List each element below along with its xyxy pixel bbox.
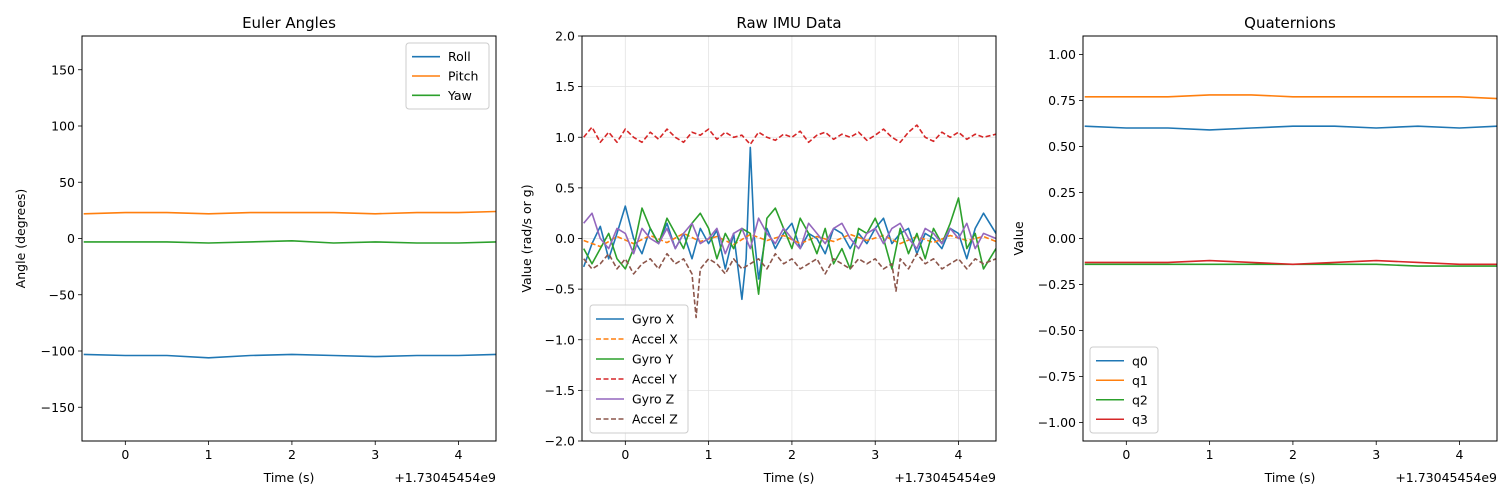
x-tick-label: 0: [1122, 447, 1130, 462]
legend-label: Yaw: [447, 88, 472, 103]
y-tick-label: −0.25: [1038, 277, 1076, 292]
y-axis-label: Value (rad/s or g): [519, 184, 534, 292]
y-tick-label: 0.00: [1048, 231, 1076, 246]
x-axis-label: Time (s): [263, 470, 315, 485]
legend-frame: [405, 42, 490, 110]
series-line-yaw: [83, 240, 496, 244]
x-axis-label: Time (s): [1264, 470, 1316, 485]
legend-label: Accel Z: [632, 412, 678, 427]
y-tick-label: 0.50: [1048, 139, 1076, 154]
legend-frame: [1089, 346, 1159, 434]
y-tick-label: −2.0: [545, 434, 575, 449]
legend-label: Accel Y: [632, 372, 677, 387]
legend-label: Gyro Z: [632, 392, 674, 407]
x-offset-label: +1.73045454e9: [894, 470, 996, 485]
legend: Gyro X Accel X Gyro Y Accel Y Gyro Z Accel Z: [589, 304, 689, 434]
y-tick-label: 150: [51, 62, 75, 77]
y-axis-label: Value: [1011, 221, 1026, 256]
series-line-accel-z: [583, 252, 996, 319]
x-tick-label: 3: [371, 447, 379, 462]
series-line-pitch: [83, 210, 496, 215]
legend-label: Accel X: [632, 332, 678, 347]
x-tick-label: 2: [288, 447, 296, 462]
y-tick-label: 0.25: [1048, 185, 1076, 200]
legend-label: Roll: [448, 49, 471, 64]
y-tick-label: 0.5: [555, 180, 575, 195]
series-group: [582, 124, 996, 319]
y-tick-label: −1.5: [545, 383, 575, 398]
x-tick-label: 4: [955, 447, 963, 462]
x-tick-label: 0: [121, 447, 129, 462]
panel-raw-imu-data: Raw IMU Data Time (s) Value (rad/s or g)…: [519, 14, 997, 485]
series-line-roll: [83, 353, 496, 359]
series-group: [83, 210, 496, 359]
legend-label: Pitch: [448, 69, 478, 84]
series-group: [1084, 94, 1497, 267]
chart-title: Quaternions: [1244, 14, 1336, 32]
y-tick-label: 0.75: [1048, 93, 1076, 108]
y-tick-label: 50: [59, 175, 75, 190]
x-tick-label: 3: [871, 447, 879, 462]
legend: q0 q1 q2 q3: [1089, 346, 1159, 434]
x-tick-label: 3: [1372, 447, 1380, 462]
chart-title: Euler Angles: [242, 14, 336, 32]
series-line-gyro-x: [582, 146, 996, 301]
series-line-accel-y: [583, 124, 996, 146]
y-tick-label: −150: [41, 400, 75, 415]
y-tick-label: 2.0: [555, 29, 575, 44]
panel-quaternions: Quaternions Time (s) Value +1.73045454e9…: [1011, 14, 1498, 485]
series-line-gyro-z: [583, 212, 996, 255]
y-tick-label: 0.0: [555, 231, 575, 246]
x-tick-label: 1: [205, 447, 213, 462]
legend-frame: [589, 304, 689, 434]
legend-label: q0: [1132, 353, 1148, 368]
series-line-q0: [1084, 125, 1497, 131]
x-tick-label: 1: [1206, 447, 1214, 462]
y-tick-label: 0: [67, 231, 75, 246]
y-tick-label: 100: [51, 119, 75, 134]
x-tick-label: 0: [621, 447, 629, 462]
legend-label: q1: [1132, 373, 1148, 388]
y-tick-label: −0.50: [1038, 323, 1076, 338]
y-tick-label: −0.5: [545, 282, 575, 297]
y-tick-label: −1.0: [545, 332, 575, 347]
y-tick-label: 1.0: [555, 130, 575, 145]
y-tick-label: −0.75: [1038, 369, 1076, 384]
series-line-q1: [1084, 94, 1497, 100]
legend: Roll Pitch Yaw: [405, 42, 490, 110]
x-offset-label: +1.73045454e9: [1395, 470, 1497, 485]
y-tick-label: −100: [41, 344, 75, 359]
series-line-gyro-y: [582, 197, 996, 296]
legend-label: q2: [1132, 392, 1148, 407]
y-tick-label: −1.00: [1038, 415, 1076, 430]
legend-label: q3: [1132, 412, 1148, 427]
y-tick-label: 1.00: [1048, 47, 1076, 62]
legend-label: Gyro X: [632, 312, 675, 327]
x-tick-label: 4: [455, 447, 463, 462]
panel-euler-angles: Euler Angles Time (s) Angle (degrees) +1…: [13, 14, 497, 485]
x-tick-label: 2: [788, 447, 796, 462]
legend-label: Gyro Y: [632, 352, 674, 367]
x-tick-label: 4: [1456, 447, 1464, 462]
chart-title: Raw IMU Data: [736, 14, 841, 32]
x-offset-label: +1.73045454e9: [394, 470, 496, 485]
x-tick-label: 1: [705, 447, 713, 462]
y-tick-label: 1.5: [555, 79, 575, 94]
y-tick-label: −50: [49, 287, 75, 302]
series-line-q3: [1084, 259, 1497, 266]
x-axis-label: Time (s): [763, 470, 815, 485]
x-tick-label: 2: [1289, 447, 1297, 462]
y-axis-label: Angle (degrees): [13, 189, 28, 289]
